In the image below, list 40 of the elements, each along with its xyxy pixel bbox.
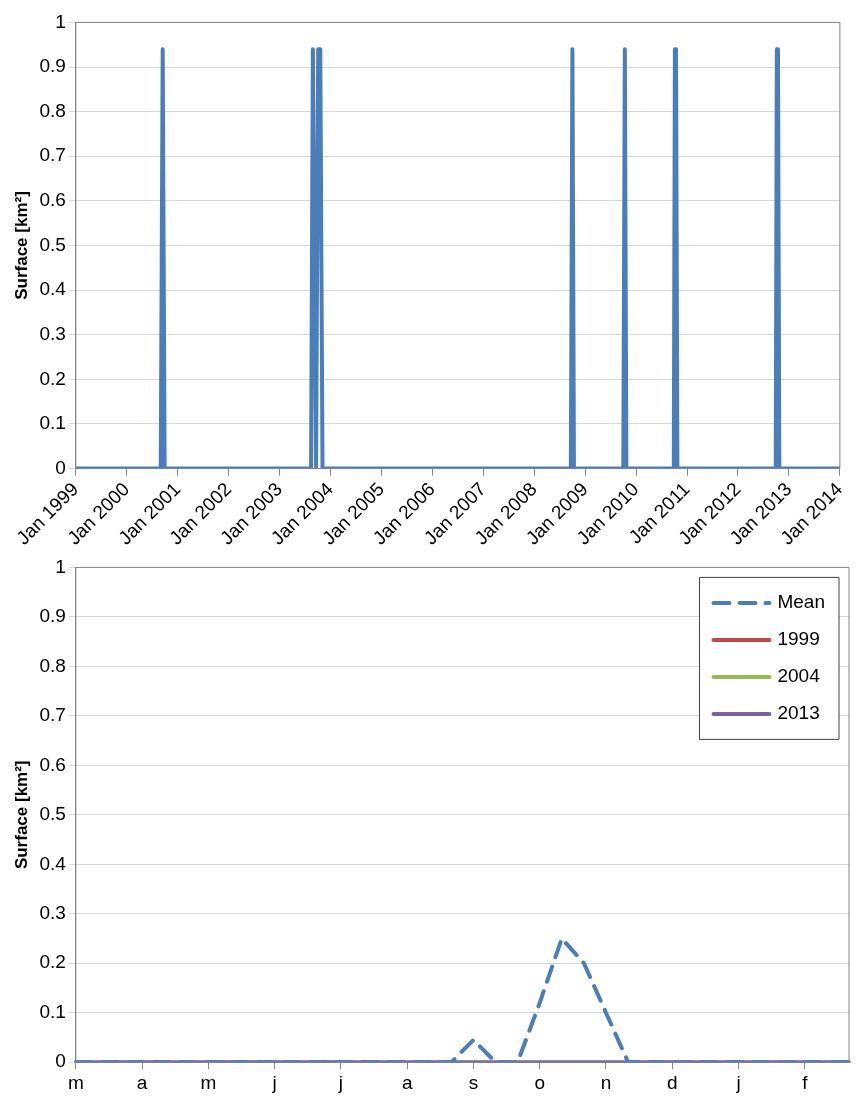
- y-tick-label: 0.5: [39, 233, 66, 255]
- x-tick-label: j: [271, 1071, 277, 1093]
- y-axis-title: Surface [km²]: [11, 191, 31, 300]
- y-tick-label: 0.7: [39, 704, 66, 726]
- x-tick-label: f: [802, 1071, 809, 1093]
- y-tick-label: 0.4: [39, 852, 67, 874]
- y-axis-title: Surface [km²]: [11, 760, 31, 870]
- y-tick-label: 0.2: [39, 951, 66, 973]
- y-tick-label: 0.3: [39, 322, 66, 344]
- y-tick-label: 0.6: [39, 753, 66, 775]
- x-tick-label: m: [200, 1071, 217, 1093]
- x-tick-label: d: [666, 1071, 678, 1093]
- x-tick-label: n: [600, 1071, 612, 1093]
- y-tick-label: 0.9: [39, 55, 66, 77]
- legend-label: 2013: [777, 702, 820, 724]
- x-tick-label: m: [67, 1071, 84, 1093]
- y-tick-label: 0.8: [39, 654, 66, 676]
- x-tick-label: s: [468, 1071, 479, 1093]
- x-tick-label: a: [136, 1071, 148, 1093]
- y-tick-label: 1: [55, 10, 66, 32]
- legend-label: 1999: [777, 628, 820, 650]
- x-tick-label: o: [534, 1071, 546, 1093]
- y-tick-label: 0.9: [39, 605, 66, 627]
- y-tick-label: 0.4: [39, 278, 67, 300]
- x-tick-label: j: [735, 1071, 741, 1093]
- y-tick-label: 0.8: [39, 99, 66, 121]
- y-tick-label: 0: [55, 456, 66, 478]
- y-tick-label: 0.5: [39, 803, 66, 825]
- y-tick-label: 0.2: [39, 367, 66, 389]
- y-tick-label: 0.1: [39, 412, 66, 434]
- x-tick-label: a: [401, 1071, 413, 1093]
- y-tick-label: 1: [55, 555, 66, 577]
- x-tick-label: j: [337, 1071, 344, 1093]
- y-tick-label: 0: [55, 1050, 66, 1072]
- legend-label: Mean: [777, 591, 825, 613]
- y-tick-label: 0.6: [39, 189, 66, 211]
- y-tick-label: 0.1: [39, 1000, 66, 1022]
- y-tick-label: 0.3: [39, 901, 66, 923]
- y-tick-label: 0.7: [39, 144, 66, 166]
- legend-label: 2004: [777, 665, 821, 687]
